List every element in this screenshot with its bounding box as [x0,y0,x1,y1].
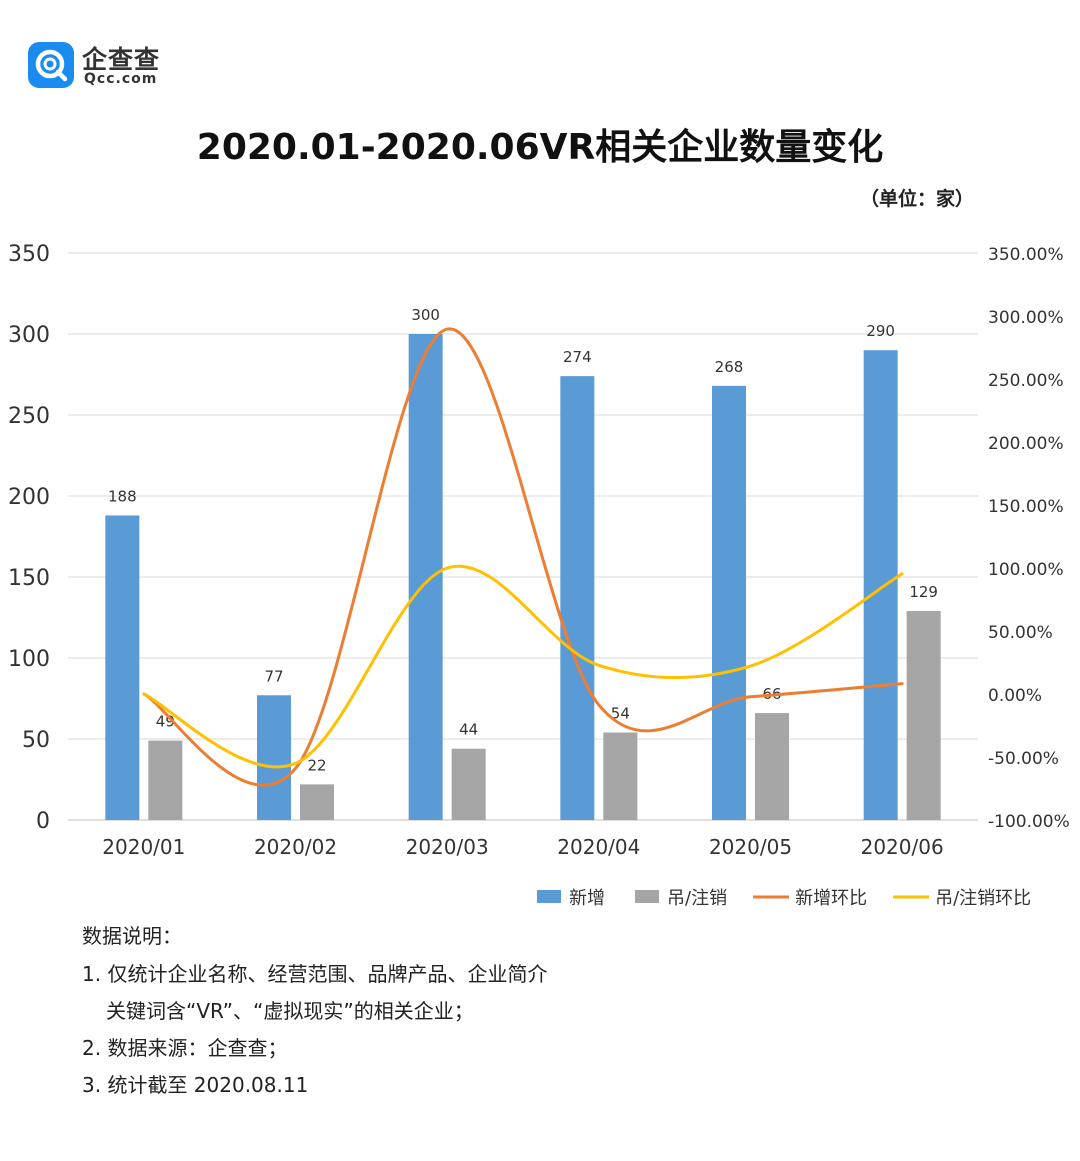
bar-label-吊/注销-2020/04: 54 [611,705,630,723]
left-tick-50: 50 [22,728,50,753]
notes-heading: 数据说明： [82,924,182,948]
qcc-logo: 企查查 Qcc.com [28,40,208,90]
legend-swatch-新增 [537,890,561,903]
legend-label-新增: 新增 [569,888,605,909]
logo-domain: Qcc.com [84,71,158,87]
right-tick-200.00%: 200.00% [988,434,1064,454]
right-tick-100.00%: 100.00% [988,560,1064,580]
legend-label-吊/注销环比: 吊/注销环比 [935,888,1031,909]
bar-label-吊/注销-2020/03: 44 [459,721,478,739]
bar-label-新增-2020/03: 300 [411,306,440,324]
bar-新增-2020/01 [105,515,140,820]
bar-新增-2020/06 [863,350,898,820]
right-tick-50.00%: 50.00% [988,623,1053,643]
bar-新增-2020/03 [408,334,443,820]
bar-吊/注销-2020/05 [755,713,789,820]
unit-note: （单位：家） [860,188,975,210]
legend-label-吊/注销: 吊/注销 [667,888,727,909]
bar-吊/注销-2020/03 [451,748,486,820]
bar-label-新增-2020/06: 290 [866,322,895,340]
bar-label-吊/注销-2020/02: 22 [307,756,326,774]
bar-新增-2020/02 [257,695,291,820]
right-tick--100.00%: -100.00% [988,812,1070,832]
note-item-1-cont: 关键词含“VR”、“虚拟现实”的相关企业； [106,999,474,1023]
legend-label-新增环比: 新增环比 [795,888,867,909]
left-tick-150: 150 [8,566,50,591]
right-tick-0.00%: 0.00% [988,686,1042,706]
left-tick-350: 350 [8,242,50,267]
x-tick-2020/06: 2020/06 [861,835,944,859]
note-item-2: 2. 数据来源：企查查； [82,1036,288,1060]
x-tick-2020/01: 2020/01 [102,835,185,859]
bar-新增-2020/04 [560,376,595,820]
x-tick-2020/04: 2020/04 [557,835,640,859]
x-tick-2020/03: 2020/03 [406,835,489,859]
bar-label-新增-2020/02: 77 [264,667,283,685]
right-tick-350.00%: 350.00% [988,245,1064,265]
left-tick-200: 200 [8,485,50,510]
left-tick-0: 0 [36,809,50,834]
right-tick--50.00%: -50.00% [988,749,1059,769]
left-tick-100: 100 [8,647,50,672]
right-tick-150.00%: 150.00% [988,497,1064,517]
line-新增环比 [142,327,904,787]
qcc-logo-icon [28,42,74,88]
bar-label-吊/注销-2020/06: 129 [909,583,938,601]
bar-吊/注销-2020/04 [603,732,638,820]
right-tick-250.00%: 250.00% [988,371,1064,391]
note-item-1: 1. 仅统计企业名称、经营范围、品牌产品、企业简介 关键词含“VR”、“虚拟现实… [82,962,882,1023]
logo-name: 企查查 [82,45,161,74]
bar-label-新增-2020/01: 188 [108,487,137,505]
note-item-1-line: 1. 仅统计企业名称、经营范围、品牌产品、企业简介 [82,962,548,986]
x-tick-2020/02: 2020/02 [254,835,337,859]
bar-label-新增-2020/05: 268 [715,358,744,376]
left-tick-250: 250 [8,404,50,429]
bar-吊/注销-2020/06 [906,611,941,820]
chart-title: 2020.01-2020.06VR相关企业数量变化 [196,127,884,168]
left-tick-300: 300 [8,323,50,348]
x-tick-2020/05: 2020/05 [709,835,792,859]
note-item-3: 3. 统计截至 2020.08.11 [82,1073,309,1097]
data-notes: 数据说明： 1. 仅统计企业名称、经营范围、品牌产品、企业简介 关键词含“VR”… [82,920,882,1110]
bar-新增-2020/05 [712,385,746,820]
bar-label-新增-2020/04: 274 [563,348,592,366]
right-tick-300.00%: 300.00% [988,308,1064,328]
legend-swatch-吊/注销 [635,890,659,903]
bar-吊/注销-2020/01 [148,740,183,820]
line-吊/注销环比 [142,564,904,769]
bar-吊/注销-2020/02 [300,784,334,820]
